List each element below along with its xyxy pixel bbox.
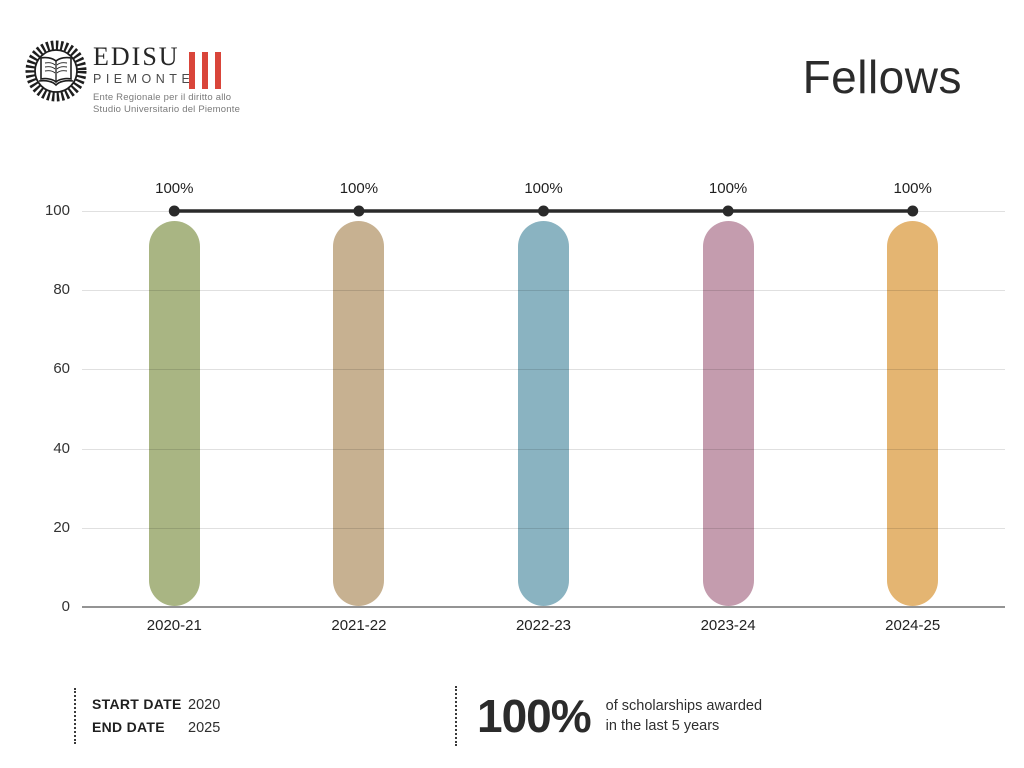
fellows-bar-chart: 0 20 40 60 80 100 100% 100% 100% 100% 100% 2020-21 2… [45,180,1005,634]
open-book-seal-icon [25,40,87,102]
y-axis-tick-label: 20 [53,518,70,536]
bar-2022-23 [518,221,569,606]
bar-2024-25 [887,221,939,606]
x-axis-label-2020-21: 2020-21 [146,617,202,634]
edisu-logo: EDISU PIEMONTE Ente Regionale per il dir… [25,40,285,116]
y-axis-tick-label: 100 [44,202,70,219]
date-range-block: START DATE 2020 END DATE 2025 [74,688,220,744]
highlight-description-line1: of scholarships awarded [605,697,763,714]
bar-2020-21 [148,221,200,606]
start-date-value: 2020 [188,697,221,713]
bar-2021-22 [333,221,385,606]
y-axis-tick-label: 80 [53,281,70,299]
y-axis-tick-label: 0 [61,598,70,615]
logo-tagline-line1: Ente Regionale per il diritto allo [93,92,232,103]
x-axis-label-2024-25: 2024-25 [885,617,941,634]
logo-red-bars-icon [189,52,221,89]
y-axis-tick-label: 40 [53,439,70,457]
logo-subname: PIEMONTE [93,72,195,86]
value-label-2023-24: 100% [708,180,748,197]
y-axis-tick-label: 60 [53,360,70,378]
trend-line [168,205,919,217]
data-point-2023-24 [722,205,734,217]
highlight-block: 100% of scholarships awarded in the last… [455,686,762,746]
highlight-description-line2: in the last 5 years [605,718,720,734]
logo-red-bar [215,52,221,89]
data-point-2022-23 [538,205,549,217]
data-point-2021-22 [353,205,365,217]
highlight-description: of scholarships awarded in the last 5 ye… [606,696,762,737]
logo-tagline-line2: Studio Universitario del Piemonte [93,104,241,116]
value-label-2020-21: 100% [155,180,194,197]
logo-name: EDISU [93,42,180,71]
highlight-percentage: 100% [477,690,592,742]
logo-text: EDISU PIEMONTE Ente Regionale per il dir… [93,44,240,117]
logo-red-bar [189,52,195,89]
end-date-row: END DATE 2025 [92,719,220,736]
logo-tagline: Ente Regionale per il diritto allo Studi… [93,92,240,117]
data-point-2020-21 [168,205,180,217]
start-date-label: START DATE [92,696,182,712]
end-date-value: 2025 [188,720,221,736]
value-label-2022-23: 100% [524,180,563,197]
value-label-2024-25: 100% [893,180,932,197]
logo-red-bar [202,52,208,89]
value-label-2021-22: 100% [339,180,379,197]
x-axis-label-2021-22: 2021-22 [331,617,387,634]
page-title: Fellows [802,51,962,103]
end-date-label: END DATE [92,719,165,735]
start-date-row: START DATE 2020 [92,696,220,713]
data-point-2024-25 [907,205,919,217]
x-axis-label-2023-24: 2023-24 [700,617,756,634]
bar-2023-24 [702,221,754,606]
x-axis-label-2022-23: 2022-23 [515,617,572,634]
